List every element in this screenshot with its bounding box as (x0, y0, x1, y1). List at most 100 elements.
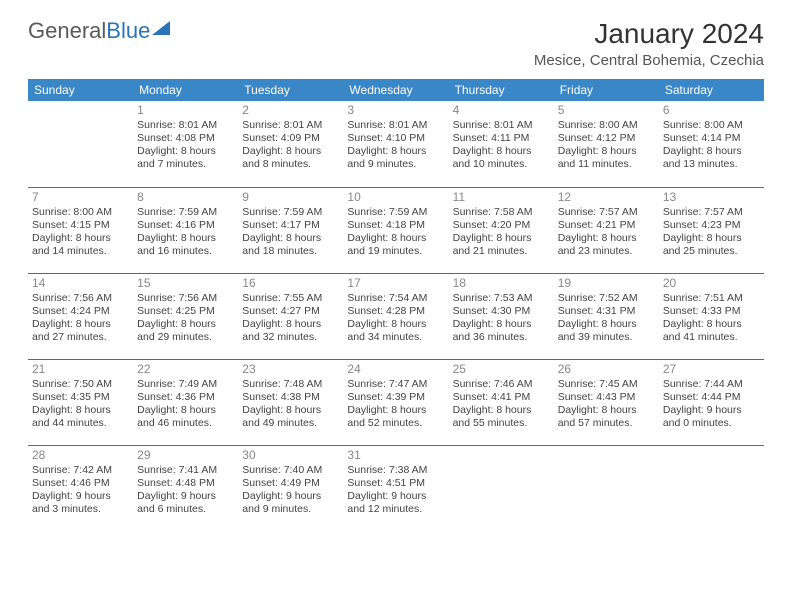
sunset-text: Sunset: 4:17 PM (242, 219, 339, 232)
calendar-day-cell: 23Sunrise: 7:48 AMSunset: 4:38 PMDayligh… (238, 359, 343, 445)
calendar-day-cell: 18Sunrise: 7:53 AMSunset: 4:30 PMDayligh… (449, 273, 554, 359)
weekday-header: Monday (133, 79, 238, 101)
sunset-text: Sunset: 4:16 PM (137, 219, 234, 232)
weekday-header: Friday (554, 79, 659, 101)
calendar-day-cell: 26Sunrise: 7:45 AMSunset: 4:43 PMDayligh… (554, 359, 659, 445)
sunset-text: Sunset: 4:44 PM (663, 391, 760, 404)
day-number: 21 (32, 362, 129, 377)
daylight-text: Daylight: 8 hours and 16 minutes. (137, 232, 234, 258)
sunrise-text: Sunrise: 7:57 AM (558, 206, 655, 219)
day-number: 13 (663, 190, 760, 205)
calendar-day-cell: 12Sunrise: 7:57 AMSunset: 4:21 PMDayligh… (554, 187, 659, 273)
calendar-day-cell: 21Sunrise: 7:50 AMSunset: 4:35 PMDayligh… (28, 359, 133, 445)
day-number: 22 (137, 362, 234, 377)
calendar-day-cell: 27Sunrise: 7:44 AMSunset: 4:44 PMDayligh… (659, 359, 764, 445)
day-number: 5 (558, 103, 655, 118)
calendar-day-cell: 29Sunrise: 7:41 AMSunset: 4:48 PMDayligh… (133, 445, 238, 531)
sunrise-text: Sunrise: 7:50 AM (32, 378, 129, 391)
sunset-text: Sunset: 4:21 PM (558, 219, 655, 232)
day-number: 31 (347, 448, 444, 463)
daylight-text: Daylight: 9 hours and 6 minutes. (137, 490, 234, 516)
weekday-header: Wednesday (343, 79, 448, 101)
sunrise-text: Sunrise: 8:00 AM (558, 119, 655, 132)
sunset-text: Sunset: 4:14 PM (663, 132, 760, 145)
day-number: 7 (32, 190, 129, 205)
sunrise-text: Sunrise: 7:49 AM (137, 378, 234, 391)
sunset-text: Sunset: 4:46 PM (32, 477, 129, 490)
header: GeneralBlue January 2024 Mesice, Central… (28, 18, 764, 69)
calendar-day-cell: 2Sunrise: 8:01 AMSunset: 4:09 PMDaylight… (238, 101, 343, 187)
sunrise-text: Sunrise: 7:57 AM (663, 206, 760, 219)
calendar-week-row: 7Sunrise: 8:00 AMSunset: 4:15 PMDaylight… (28, 187, 764, 273)
daylight-text: Daylight: 8 hours and 41 minutes. (663, 318, 760, 344)
calendar-day-cell: 17Sunrise: 7:54 AMSunset: 4:28 PMDayligh… (343, 273, 448, 359)
daylight-text: Daylight: 9 hours and 9 minutes. (242, 490, 339, 516)
calendar-table: SundayMondayTuesdayWednesdayThursdayFrid… (28, 79, 764, 531)
sunrise-text: Sunrise: 7:44 AM (663, 378, 760, 391)
day-number: 19 (558, 276, 655, 291)
day-number: 30 (242, 448, 339, 463)
sunrise-text: Sunrise: 7:51 AM (663, 292, 760, 305)
daylight-text: Daylight: 8 hours and 21 minutes. (453, 232, 550, 258)
month-title: January 2024 (534, 18, 764, 50)
logo: GeneralBlue (28, 18, 170, 44)
day-number: 2 (242, 103, 339, 118)
sunset-text: Sunset: 4:38 PM (242, 391, 339, 404)
sunrise-text: Sunrise: 8:01 AM (137, 119, 234, 132)
day-number: 28 (32, 448, 129, 463)
sunrise-text: Sunrise: 7:55 AM (242, 292, 339, 305)
daylight-text: Daylight: 8 hours and 39 minutes. (558, 318, 655, 344)
sunset-text: Sunset: 4:09 PM (242, 132, 339, 145)
day-number: 27 (663, 362, 760, 377)
sunset-text: Sunset: 4:12 PM (558, 132, 655, 145)
calendar-day-cell: 14Sunrise: 7:56 AMSunset: 4:24 PMDayligh… (28, 273, 133, 359)
calendar-day-cell: 1Sunrise: 8:01 AMSunset: 4:08 PMDaylight… (133, 101, 238, 187)
calendar-day-cell: 13Sunrise: 7:57 AMSunset: 4:23 PMDayligh… (659, 187, 764, 273)
calendar-body: 1Sunrise: 8:01 AMSunset: 4:08 PMDaylight… (28, 101, 764, 531)
day-number: 1 (137, 103, 234, 118)
sunset-text: Sunset: 4:39 PM (347, 391, 444, 404)
weekday-header: Saturday (659, 79, 764, 101)
calendar-day-cell: 25Sunrise: 7:46 AMSunset: 4:41 PMDayligh… (449, 359, 554, 445)
sunrise-text: Sunrise: 7:53 AM (453, 292, 550, 305)
calendar-day-cell: 5Sunrise: 8:00 AMSunset: 4:12 PMDaylight… (554, 101, 659, 187)
calendar-day-cell: 22Sunrise: 7:49 AMSunset: 4:36 PMDayligh… (133, 359, 238, 445)
sunrise-text: Sunrise: 8:00 AM (32, 206, 129, 219)
daylight-text: Daylight: 8 hours and 11 minutes. (558, 145, 655, 171)
day-number: 29 (137, 448, 234, 463)
day-number: 8 (137, 190, 234, 205)
sunset-text: Sunset: 4:51 PM (347, 477, 444, 490)
daylight-text: Daylight: 9 hours and 3 minutes. (32, 490, 129, 516)
calendar-day-cell: 15Sunrise: 7:56 AMSunset: 4:25 PMDayligh… (133, 273, 238, 359)
daylight-text: Daylight: 8 hours and 29 minutes. (137, 318, 234, 344)
sunset-text: Sunset: 4:27 PM (242, 305, 339, 318)
sunset-text: Sunset: 4:28 PM (347, 305, 444, 318)
weekday-header-row: SundayMondayTuesdayWednesdayThursdayFrid… (28, 79, 764, 101)
day-number: 3 (347, 103, 444, 118)
calendar-week-row: 14Sunrise: 7:56 AMSunset: 4:24 PMDayligh… (28, 273, 764, 359)
calendar-day-cell: 28Sunrise: 7:42 AMSunset: 4:46 PMDayligh… (28, 445, 133, 531)
daylight-text: Daylight: 8 hours and 32 minutes. (242, 318, 339, 344)
calendar-day-cell: 24Sunrise: 7:47 AMSunset: 4:39 PMDayligh… (343, 359, 448, 445)
sunrise-text: Sunrise: 7:54 AM (347, 292, 444, 305)
daylight-text: Daylight: 8 hours and 7 minutes. (137, 145, 234, 171)
sunrise-text: Sunrise: 7:45 AM (558, 378, 655, 391)
calendar-day-cell: 3Sunrise: 8:01 AMSunset: 4:10 PMDaylight… (343, 101, 448, 187)
sunset-text: Sunset: 4:48 PM (137, 477, 234, 490)
sunrise-text: Sunrise: 7:56 AM (137, 292, 234, 305)
calendar-day-cell: 4Sunrise: 8:01 AMSunset: 4:11 PMDaylight… (449, 101, 554, 187)
calendar-day-cell: 10Sunrise: 7:59 AMSunset: 4:18 PMDayligh… (343, 187, 448, 273)
daylight-text: Daylight: 8 hours and 34 minutes. (347, 318, 444, 344)
daylight-text: Daylight: 8 hours and 19 minutes. (347, 232, 444, 258)
sunrise-text: Sunrise: 7:59 AM (137, 206, 234, 219)
day-number: 18 (453, 276, 550, 291)
daylight-text: Daylight: 8 hours and 46 minutes. (137, 404, 234, 430)
location-text: Mesice, Central Bohemia, Czechia (534, 52, 764, 69)
sunrise-text: Sunrise: 7:38 AM (347, 464, 444, 477)
calendar-day-cell: 31Sunrise: 7:38 AMSunset: 4:51 PMDayligh… (343, 445, 448, 531)
sunrise-text: Sunrise: 7:59 AM (347, 206, 444, 219)
calendar-day-cell (659, 445, 764, 531)
calendar-day-cell (28, 101, 133, 187)
day-number: 11 (453, 190, 550, 205)
sunrise-text: Sunrise: 7:46 AM (453, 378, 550, 391)
